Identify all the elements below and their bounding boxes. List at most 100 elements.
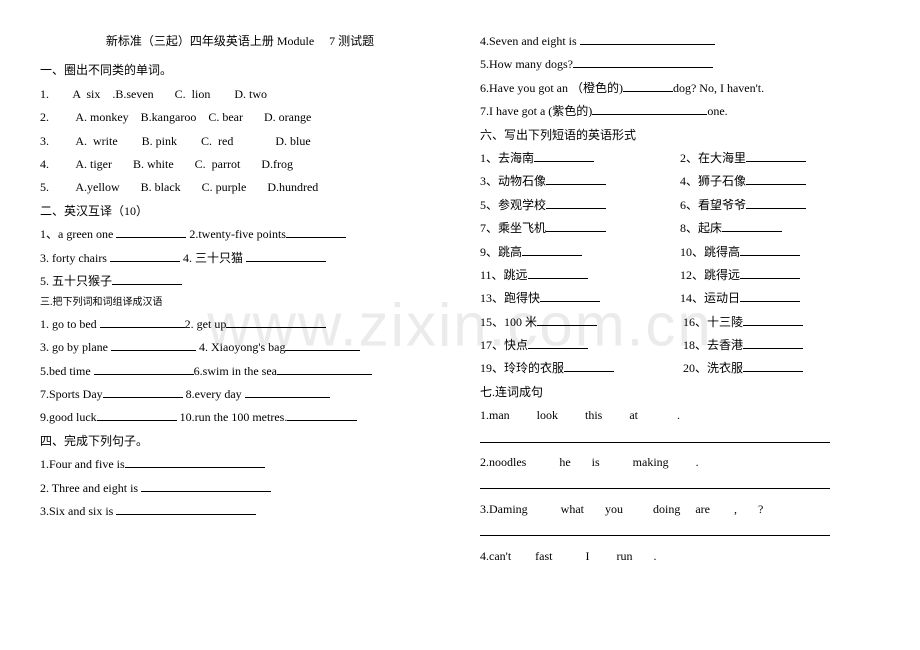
blank (480, 477, 830, 489)
q6-5: 5、参观学校 (480, 198, 546, 212)
q6-9: 9、跳高 (480, 245, 522, 259)
blank (245, 386, 330, 398)
q4-6: 6.Have you got an （橙色的) dog? No, I haven'… (480, 77, 880, 100)
blank (522, 244, 582, 256)
q3-row1: 1. go to bed 2. get up (40, 313, 440, 336)
q3-8: 8.every day (186, 387, 245, 401)
q7-2-blank (480, 474, 880, 497)
q6-row8: 15、100 米 16、十三陵 (480, 311, 880, 334)
q4-3: 3.Six and six is (40, 500, 440, 523)
page-container: 新标准（三起）四年级英语上册 Module 7 测试题 一、圈出不同类的单词。 … (0, 0, 920, 598)
blank (740, 267, 800, 279)
blank (100, 316, 185, 328)
section-3-header: 三.把下列词和词组译成汉语 (40, 293, 440, 313)
section-1-header: 一、圈出不同类的单词。 (40, 59, 440, 82)
blank (480, 431, 830, 443)
blank (746, 150, 806, 162)
q2-1b: 2.twenty-five points (189, 227, 286, 241)
q3-2: 2. get up (185, 317, 227, 331)
q4-2: 2. Three and eight is (40, 477, 440, 500)
q4-4-text: 4.Seven and eight is (480, 34, 580, 48)
q3-row2: 3. go by plane 4. Xiaoyong's bag (40, 336, 440, 359)
q6-14: 14、运动日 (680, 291, 740, 305)
q7-3: 3.Daming what you doing are , ? (480, 498, 880, 521)
q3-7: 7.Sports Day (40, 387, 103, 401)
blank (125, 456, 265, 468)
q4-6a-text: 6.Have you got an （橙色的) (480, 81, 623, 95)
blank (112, 273, 182, 285)
blank (546, 220, 606, 232)
q1-4: 4. A. tiger B. white C. parrot D.frog (40, 153, 440, 176)
q6-12: 12、跳得远 (680, 268, 740, 282)
q6-18: 18、去香港 (680, 338, 743, 352)
blank (528, 337, 588, 349)
q6-row3: 5、参观学校 6、看望爷爷 (480, 194, 880, 217)
q2-3: 3. forty chairs (40, 251, 110, 265)
blank (537, 314, 597, 326)
q6-row9: 17、快点 18、去香港 (480, 334, 880, 357)
q1-1: 1. A six .B.seven C. lion D. two (40, 83, 440, 106)
q6-17: 17、快点 (480, 338, 528, 352)
q3-1: 1. go to bed (40, 317, 100, 331)
q3-3: 3. go by plane (40, 340, 111, 354)
q6-16: 16、十三陵 (680, 315, 743, 329)
q4-1: 1.Four and five is (40, 453, 440, 476)
q6-row1: 1、去海南2、在大海里 (480, 147, 880, 170)
blank (743, 337, 803, 349)
blank (286, 226, 346, 238)
blank (546, 197, 606, 209)
q4-4: 4.Seven and eight is (480, 30, 880, 53)
section-2-header: 二、英汉互译（10） (40, 200, 440, 223)
q2-5: 5. 五十只猴子 (40, 274, 112, 288)
blank (540, 290, 600, 302)
q6-7: 7、乘坐飞机 (480, 221, 546, 235)
q1-2: 2. A. monkey B.kangaroo C. bear D. orang… (40, 106, 440, 129)
blank (746, 197, 806, 209)
q4-7b-text: one. (707, 104, 727, 118)
q3-4: 4. Xiaoyong's bag (196, 340, 285, 354)
blank (740, 290, 800, 302)
blank (246, 250, 326, 262)
q3-6: 6.swim in the sea (194, 364, 277, 378)
section-7-header: 七.连词成句 (480, 381, 880, 404)
blank (97, 409, 177, 421)
document-title: 新标准（三起）四年级英语上册 Module 7 测试题 (40, 30, 440, 53)
q6-20: 20、洗衣服 (680, 361, 743, 375)
q6-3: 3、动物石像 (480, 174, 546, 188)
q6-row2: 3、动物石像 4、狮子石像 (480, 170, 880, 193)
blank (580, 33, 715, 45)
q2-1a: 1、a green one (40, 227, 116, 241)
q6-row5: 9、跳高10、跳得高 (480, 241, 880, 264)
blank (94, 363, 194, 375)
q1-5: 5. A.yellow B. black C. purple D.hundred (40, 176, 440, 199)
q6-8: 8、起床 (680, 221, 722, 235)
blank (480, 524, 830, 536)
q3-5: 5.bed time (40, 364, 94, 378)
blank (743, 314, 803, 326)
q6-4: 4、狮子石像 (680, 174, 746, 188)
q2-4: 4. 三十只猫 (183, 251, 246, 265)
blank (111, 339, 196, 351)
blank (141, 480, 271, 492)
blank (534, 150, 594, 162)
blank (592, 103, 707, 115)
section-4-header: 四、完成下列句子。 (40, 430, 440, 453)
q6-6: 6、看望爷爷 (680, 198, 746, 212)
q6-row4: 7、乘坐飞机 8、起床 (480, 217, 880, 240)
q4-7: 7.I have got a (紫色的) one. (480, 100, 880, 123)
blank (226, 316, 326, 328)
blank (573, 56, 713, 68)
q4-5: 5.How many dogs? (480, 53, 880, 76)
blank (546, 173, 606, 185)
q6-13: 13、跑得快 (480, 291, 540, 305)
q4-6b-text: dog? No, I haven't. (673, 81, 764, 95)
q4-7a-text: 7.I have got a (紫色的) (480, 104, 592, 118)
blank (277, 363, 372, 375)
blank (623, 80, 673, 92)
q7-1-blank (480, 428, 880, 451)
q6-1: 1、去海南 (480, 151, 534, 165)
q4-3-text: 3.Six and six is (40, 504, 116, 518)
q2-row3: 5. 五十只猴子 (40, 270, 440, 293)
q2-row2: 3. forty chairs 4. 三十只猫 (40, 247, 440, 270)
q2-row1: 1、a green one 2.twenty-five points (40, 223, 440, 246)
